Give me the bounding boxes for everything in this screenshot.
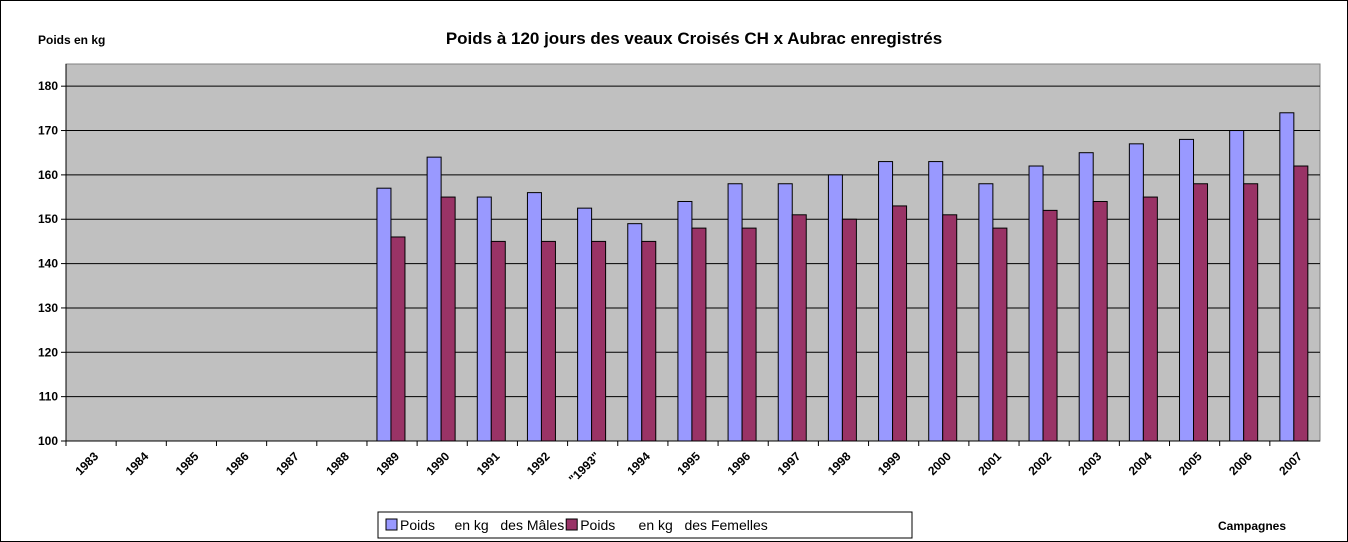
y-tick-label: 130 [38,301,58,315]
bar [390,236,406,442]
bar [827,174,843,442]
bar [1028,165,1044,442]
legend-label: Poids en kg des Mâles [400,517,564,533]
bar [741,227,757,442]
bar [942,214,958,442]
bar [1293,165,1309,442]
bar [878,161,894,442]
y-tick-label: 180 [38,79,58,93]
bar [1042,209,1058,442]
y-tick-label: 170 [38,124,58,138]
bar [777,183,793,442]
bar [1279,112,1295,442]
legend-box [377,511,913,539]
bar [677,200,693,442]
y-axis-label: Poids en kg [38,33,105,47]
bar [1128,143,1144,442]
y-tick-label: 120 [38,345,58,359]
chart-title: Poids à 120 jours des veaux Croisés CH x… [446,29,942,48]
bar [526,192,542,442]
bar [1092,200,1108,442]
bar [440,196,456,442]
bar [791,214,807,442]
legend-swatch [385,518,398,531]
bar [992,227,1008,442]
bar [641,240,657,442]
y-tick-label: 140 [38,257,58,271]
bar [727,183,743,442]
bar [1179,138,1195,442]
bar [691,227,707,442]
bar [577,207,593,442]
legend: Poids en kg des Mâles Poids en kg des Fem… [377,511,913,539]
bar [591,240,607,442]
y-tick-label: 100 [38,434,58,448]
bar [540,240,556,442]
bar [1193,183,1209,442]
bar [1243,183,1259,442]
bar [928,161,944,442]
bar [1229,130,1245,442]
bar [1142,196,1158,442]
legend-swatch [565,518,578,531]
x-axis-label: Campagnes [1218,519,1286,533]
bar [627,223,643,442]
legend-label: Poids en kg des Femelles [580,517,768,533]
bar [490,240,506,442]
bar [841,218,857,442]
y-tick-label: 110 [39,390,59,404]
bar [1078,152,1094,442]
bar [476,196,492,442]
y-tick-label: 150 [38,212,58,226]
bar [376,187,392,442]
bar [892,205,908,442]
bar [426,156,442,442]
bar [978,183,994,442]
y-tick-label: 160 [38,168,58,182]
